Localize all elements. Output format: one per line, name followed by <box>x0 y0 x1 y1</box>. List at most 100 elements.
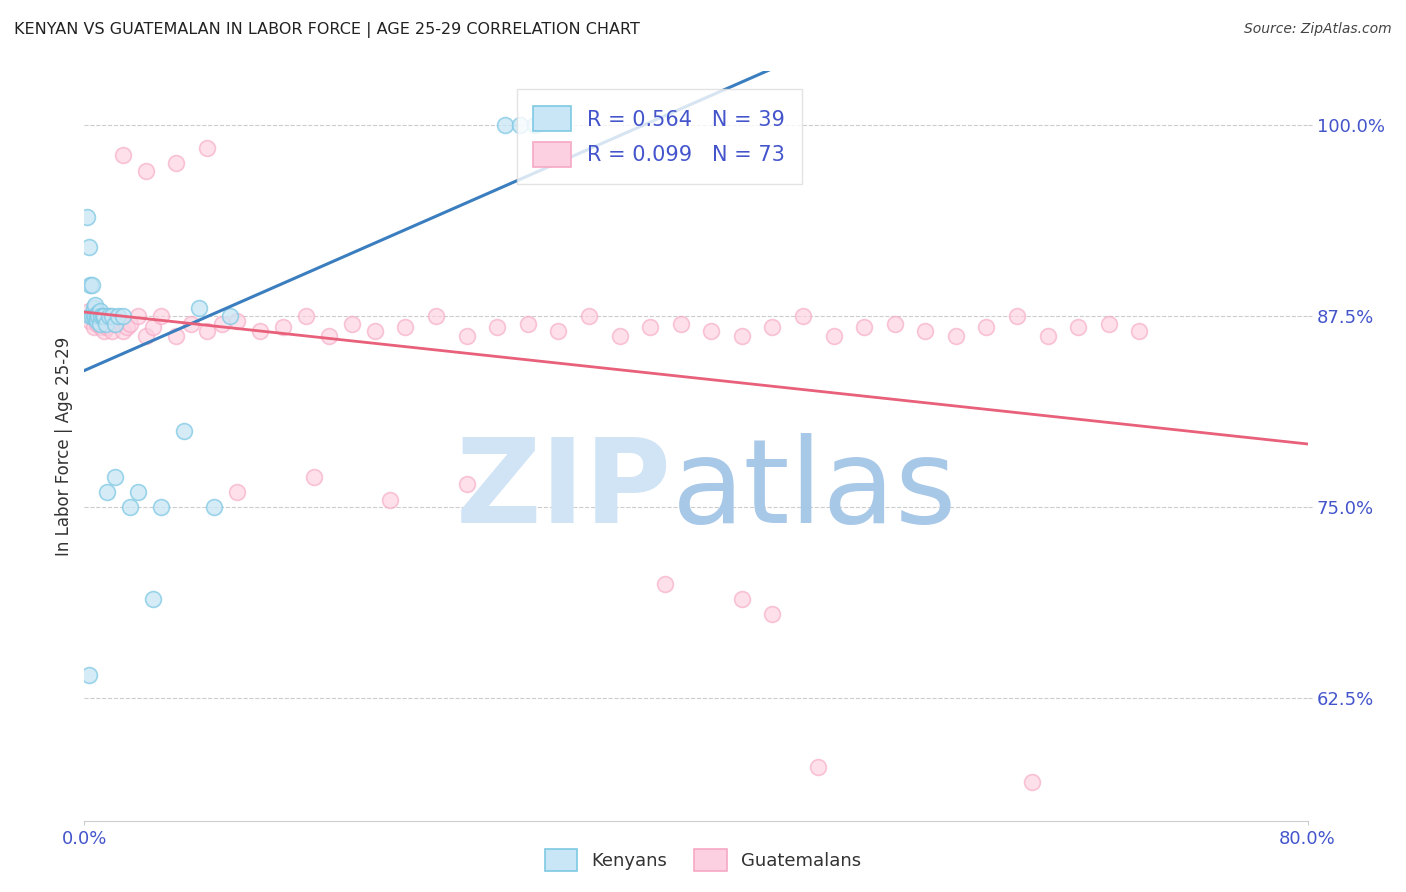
Point <box>883 317 905 331</box>
Point <box>93 324 115 338</box>
Point <box>86 309 108 323</box>
Point <box>115 319 138 334</box>
Point <box>731 591 754 606</box>
Point <box>149 309 172 323</box>
Point <box>111 309 134 323</box>
Point <box>1067 319 1090 334</box>
Point <box>107 313 129 327</box>
Point <box>638 319 661 334</box>
Point <box>700 324 723 338</box>
Point <box>87 309 110 323</box>
Point <box>89 304 111 318</box>
Point <box>93 309 115 323</box>
Point <box>509 118 531 132</box>
Point <box>86 313 108 327</box>
Point <box>425 309 447 323</box>
Point <box>83 301 105 316</box>
Point <box>547 324 569 338</box>
Point <box>914 324 936 338</box>
Point <box>202 500 225 515</box>
Point <box>486 319 509 334</box>
Point <box>271 319 294 334</box>
Point <box>97 309 120 323</box>
Point <box>394 319 416 334</box>
Point <box>456 329 478 343</box>
Point <box>83 319 105 334</box>
Point <box>295 309 318 323</box>
Legend: R = 0.564   N = 39, R = 0.099   N = 73: R = 0.564 N = 39, R = 0.099 N = 73 <box>516 89 801 184</box>
Point <box>79 313 101 327</box>
Point <box>135 329 157 343</box>
Point <box>80 309 103 323</box>
Point <box>104 317 127 331</box>
Point <box>249 324 271 338</box>
Point <box>83 309 105 323</box>
Point <box>976 319 998 334</box>
Point <box>211 317 233 331</box>
Point <box>84 309 107 323</box>
Point <box>77 240 100 254</box>
Point <box>94 313 117 327</box>
Point <box>807 760 830 774</box>
Point <box>340 317 363 331</box>
Point <box>761 319 783 334</box>
Point <box>94 317 117 331</box>
Text: KENYAN VS GUATEMALAN IN LABOR FORCE | AGE 25-29 CORRELATION CHART: KENYAN VS GUATEMALAN IN LABOR FORCE | AG… <box>14 22 640 38</box>
Point <box>111 324 134 338</box>
Point <box>87 306 110 320</box>
Point <box>1098 317 1121 331</box>
Point <box>1005 309 1028 323</box>
Point <box>79 278 101 293</box>
Point <box>97 309 120 323</box>
Point <box>80 278 103 293</box>
Point <box>107 309 129 323</box>
Point <box>101 309 124 323</box>
Point <box>111 148 134 162</box>
Point <box>456 477 478 491</box>
Point <box>364 324 387 338</box>
Point <box>91 309 114 323</box>
Point <box>1128 324 1150 338</box>
Point <box>135 163 157 178</box>
Point <box>77 668 100 682</box>
Point <box>120 317 142 331</box>
Point <box>380 492 402 507</box>
Point <box>173 424 195 438</box>
Point <box>77 304 100 318</box>
Point <box>524 118 547 132</box>
Point <box>1021 775 1043 789</box>
Point <box>80 309 103 323</box>
Point <box>195 324 218 338</box>
Point <box>90 309 112 323</box>
Point <box>516 317 538 331</box>
Point <box>188 301 211 316</box>
Point <box>165 156 187 170</box>
Point <box>120 500 142 515</box>
Text: atlas: atlas <box>672 434 957 549</box>
Point <box>1036 329 1059 343</box>
Point <box>90 319 112 334</box>
Text: ZIP: ZIP <box>456 434 672 549</box>
Point <box>96 484 118 499</box>
Point <box>127 484 149 499</box>
Point <box>226 484 249 499</box>
Point <box>761 607 783 622</box>
Point <box>226 313 249 327</box>
Point <box>79 309 101 323</box>
Point <box>853 319 876 334</box>
Point <box>104 317 127 331</box>
Point <box>218 309 240 323</box>
Point <box>87 309 110 323</box>
Point <box>669 317 692 331</box>
Point <box>195 141 218 155</box>
Point <box>127 309 149 323</box>
Point <box>792 309 814 323</box>
Point <box>76 210 98 224</box>
Point <box>494 118 516 132</box>
Y-axis label: In Labor Force | Age 25-29: In Labor Force | Age 25-29 <box>55 336 73 556</box>
Point <box>180 317 202 331</box>
Point <box>318 329 340 343</box>
Point <box>91 309 114 323</box>
Point <box>731 329 754 343</box>
Point <box>86 317 108 331</box>
